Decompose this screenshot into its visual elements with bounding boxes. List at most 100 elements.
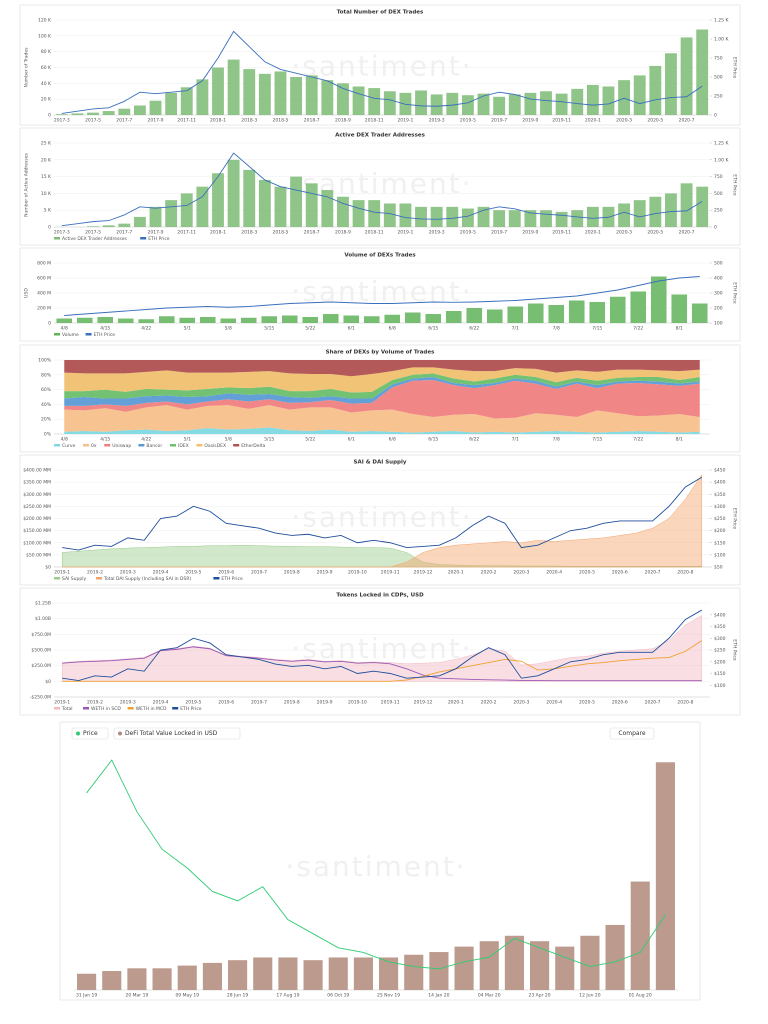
line bbox=[64, 276, 700, 316]
bar bbox=[352, 86, 365, 115]
x-tick-label: 2018-9 bbox=[335, 230, 351, 236]
x-tick-label: 4/22 bbox=[141, 326, 151, 332]
y2-tick-label: $350 bbox=[714, 492, 726, 498]
chart-title: Share of DEXs by Volume of Trades bbox=[326, 350, 435, 356]
chart-title: Total Number of DEX Trades bbox=[337, 10, 424, 16]
bar bbox=[446, 92, 459, 115]
legend-swatch bbox=[85, 333, 92, 336]
y-tick-label: $350.00 MM bbox=[23, 480, 51, 486]
y-tick-label: 0 bbox=[48, 321, 51, 327]
x-tick-label: 2018-5 bbox=[272, 118, 288, 124]
compare-label[interactable]: Compare bbox=[618, 730, 646, 737]
series-button-label[interactable]: DeFi Total Value Locked in USD bbox=[125, 730, 218, 737]
legend-swatch bbox=[138, 444, 145, 447]
series-button[interactable] bbox=[71, 727, 109, 740]
bar bbox=[479, 941, 499, 990]
y2-tick-label: 500 bbox=[714, 75, 723, 81]
compare-button[interactable] bbox=[609, 727, 655, 740]
y-tick-label: 80 K bbox=[41, 49, 52, 55]
y2-tick-label: $200 bbox=[714, 659, 726, 665]
y2-tick-label: 1.25 K bbox=[714, 18, 729, 24]
x-tick-label: 5/15 bbox=[264, 437, 274, 443]
x-tick-label: 2020-2 bbox=[481, 700, 497, 706]
y-tick-label: $1.00B bbox=[35, 616, 51, 622]
bar bbox=[649, 65, 662, 115]
bar bbox=[281, 315, 298, 323]
x-tick-label: 2017-5 bbox=[85, 118, 101, 124]
x-tick-label: 2019-9 bbox=[317, 700, 333, 706]
x-tick-label: 2018-5 bbox=[272, 230, 288, 236]
chart-title: SAI & DAI Supply bbox=[354, 460, 407, 466]
x-tick-label: 2019-7 bbox=[251, 570, 267, 576]
bar bbox=[149, 100, 162, 115]
bar bbox=[305, 183, 318, 227]
bar bbox=[524, 92, 537, 115]
y2-tick-label: 0 bbox=[714, 113, 717, 119]
legend-label: Total DAI Supply (Including SAI in DSR) bbox=[103, 576, 191, 582]
legend-label: Active DEX Trader Addresses bbox=[62, 236, 127, 242]
x-tick-label: 2020-7 bbox=[645, 700, 661, 706]
y-tick-label: 800 M bbox=[37, 261, 51, 267]
y-axis-label: USD bbox=[24, 288, 30, 298]
x-tick-label: 2017-3 bbox=[54, 230, 70, 236]
bar bbox=[630, 881, 650, 990]
x-tick-label: 2017-9 bbox=[148, 118, 164, 124]
bar bbox=[165, 92, 178, 115]
bar bbox=[368, 88, 381, 115]
y-tick-label: 0% bbox=[44, 432, 52, 438]
x-tick-label: 6/8 bbox=[389, 437, 396, 443]
panel bbox=[19, 454, 741, 586]
bar bbox=[633, 200, 646, 227]
bar bbox=[415, 206, 427, 227]
x-tick-label: 2019-1 bbox=[54, 700, 70, 706]
x-tick-label: 2018-11 bbox=[365, 118, 384, 124]
x-tick-label: 2019-9 bbox=[522, 230, 538, 236]
bar bbox=[353, 957, 373, 990]
line bbox=[62, 609, 703, 682]
bar bbox=[77, 973, 97, 990]
bar bbox=[212, 67, 224, 115]
y2-tick-label: $200 bbox=[714, 528, 726, 534]
x-tick-label: 2020-6 bbox=[612, 570, 628, 576]
x-tick-label: 2018-11 bbox=[365, 230, 384, 236]
legend-label: SAI Supply bbox=[62, 576, 86, 582]
legend-swatch bbox=[140, 237, 147, 240]
x-tick-label: 2019-3 bbox=[429, 118, 445, 124]
bar bbox=[633, 75, 646, 115]
legend-label: Volume bbox=[62, 332, 79, 338]
panel bbox=[19, 247, 741, 342]
bar bbox=[202, 962, 222, 990]
x-tick-label: 5/8 bbox=[225, 326, 232, 332]
x-tick-label: 2018-3 bbox=[241, 230, 257, 236]
bar bbox=[212, 173, 224, 227]
bar bbox=[508, 94, 521, 115]
x-tick-label: 2019-12 bbox=[414, 700, 433, 706]
legend-swatch bbox=[96, 577, 102, 580]
y-tick-label: $0 bbox=[45, 565, 51, 571]
line bbox=[61, 30, 703, 114]
bar bbox=[650, 276, 667, 323]
bar bbox=[274, 186, 287, 227]
bar bbox=[445, 311, 462, 323]
bar bbox=[571, 210, 584, 227]
legend-swatch bbox=[54, 237, 60, 240]
y-tick-label: 100 K bbox=[38, 33, 52, 39]
y-tick-label: 40% bbox=[41, 402, 52, 408]
bar bbox=[102, 971, 122, 990]
bar bbox=[540, 91, 552, 115]
chart-title: Active DEX Trader Addresses bbox=[335, 133, 425, 139]
x-tick-label: 2018-1 bbox=[210, 230, 226, 236]
x-tick-label: 2019-5 bbox=[185, 700, 201, 706]
bar bbox=[379, 957, 399, 990]
legend-label: Curve bbox=[62, 443, 76, 449]
bar bbox=[321, 190, 334, 227]
series-button-label[interactable]: Price bbox=[83, 730, 98, 737]
area bbox=[64, 427, 700, 434]
bar bbox=[680, 183, 693, 227]
bar bbox=[152, 968, 172, 990]
bar bbox=[586, 84, 599, 115]
bar bbox=[425, 314, 442, 323]
legend-swatch bbox=[196, 444, 203, 447]
x-tick-label: 2019-7 bbox=[491, 118, 507, 124]
series-button[interactable] bbox=[113, 727, 241, 740]
